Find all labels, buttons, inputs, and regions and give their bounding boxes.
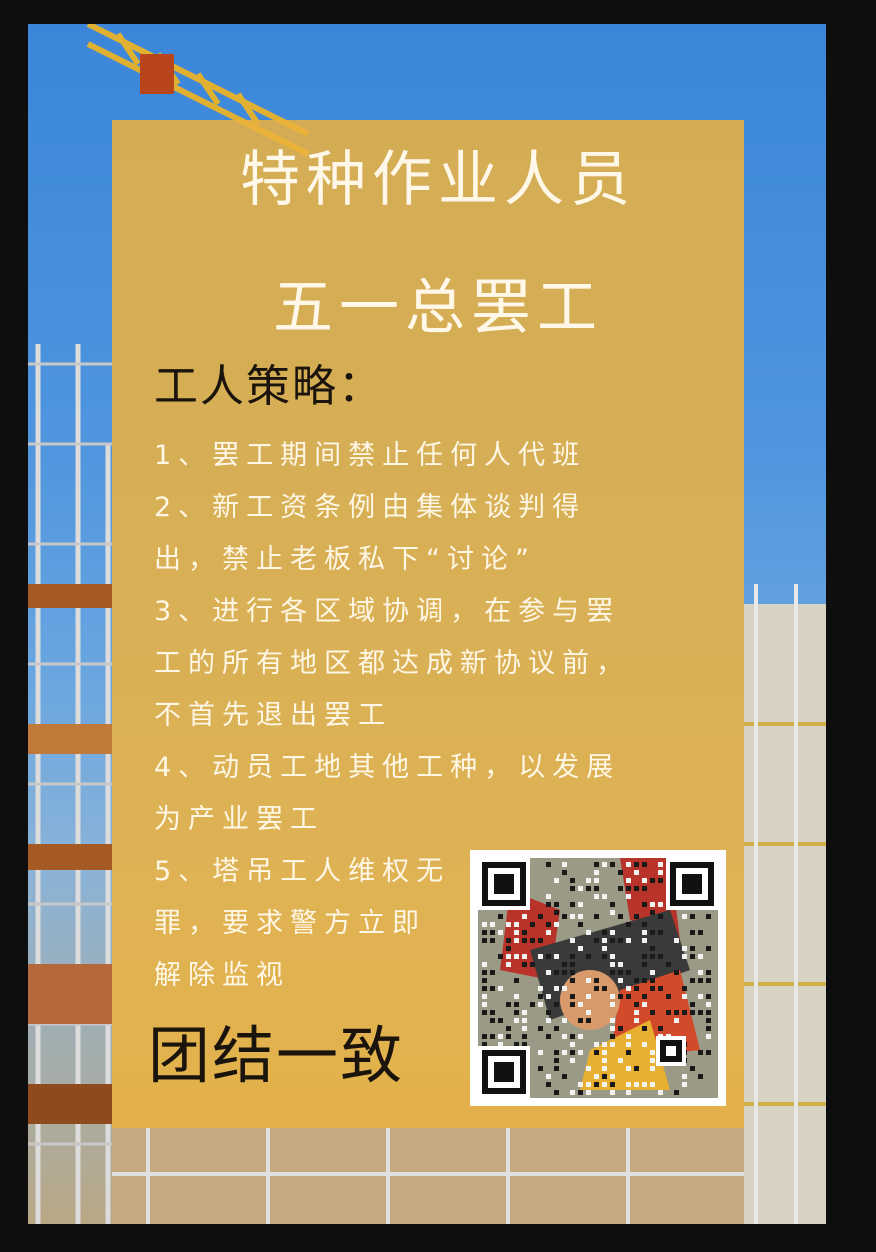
construction-site-illustration bbox=[28, 24, 826, 1224]
solidarity-slogan: 团结一致 bbox=[148, 1019, 405, 1092]
poster-title-line1: 特种作业人员 bbox=[240, 145, 636, 215]
strategy-item-4: 4、动员工地其他工种，以发展为产业罢工 bbox=[154, 752, 621, 835]
strategy-item-3: 3、进行各区域协调，在参与罢工的所有地区都达成新协议前，不首先退出罢工 bbox=[154, 596, 630, 731]
poster-title-line2: 五一总罢工 bbox=[273, 273, 603, 343]
strategy-item-1: 1、罢工期间禁止任何人代班 bbox=[154, 440, 587, 471]
qr-code[interactable] bbox=[470, 850, 726, 1106]
strategy-item-5: 5、塔吊工人维权无罪，要求警方立即解除监视 bbox=[154, 856, 451, 991]
qr-code-image bbox=[478, 858, 718, 1098]
strategy-list: 1、罢工期间禁止任何人代班 2、新工资条例由集体谈判得出，禁止老板私下“讨论” … bbox=[154, 430, 654, 1002]
strategy-item-2: 2、新工资条例由集体谈判得出，禁止老板私下“讨论” bbox=[154, 492, 587, 575]
strategy-heading: 工人策略： bbox=[154, 361, 384, 412]
